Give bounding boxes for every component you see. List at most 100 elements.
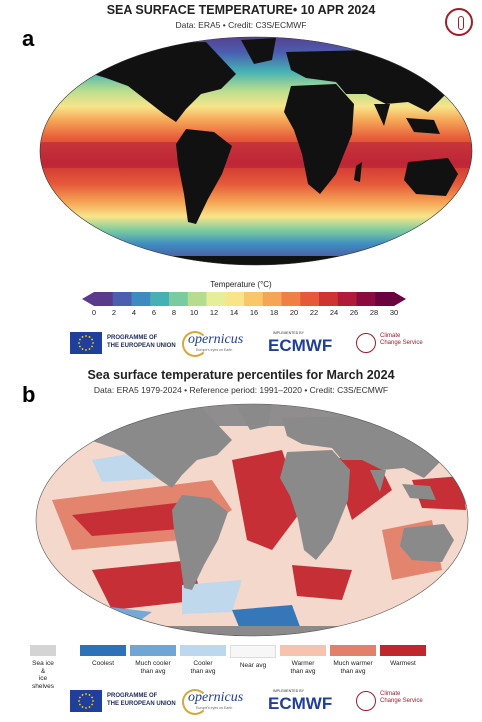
colorbar-tick-label: 0 [91, 308, 97, 317]
colorbar-swatch [375, 292, 395, 306]
colorbar-tick-label: 20 [289, 308, 299, 317]
eu-star [92, 700, 94, 702]
legend-swatch [80, 645, 126, 656]
legend-label: Much warmer than avg [333, 660, 373, 675]
legend-item: Coolest [80, 645, 126, 668]
sst-world-map [39, 36, 473, 266]
legend-label: Cooler than avg [190, 660, 216, 675]
colorbar-swatch [225, 292, 245, 306]
eu-star [85, 707, 87, 709]
panel-b-percentile-map: b Sea surface temperature percentiles fo… [0, 362, 482, 722]
eu-star [91, 338, 93, 341]
map-title-a: SEA SURFACE TEMPERATURE• 10 APR 2024 [106, 3, 376, 17]
percentile-legend: Sea ice & ice shelves Coolest Much cooler … [30, 645, 450, 690]
ecmwf-logo: ECMWF [268, 336, 333, 355]
legend-label: Much cooler than avg [135, 660, 171, 675]
legend-swatch [380, 645, 426, 656]
colorbar-tick-label: 4 [131, 308, 137, 317]
colorbar-tick-label: 24 [329, 308, 339, 317]
map-subtitle-a: Data: ERA5 • Credit: C3S/ECMWF [175, 20, 307, 30]
colorbar-tick-label: 2 [111, 308, 117, 317]
land-masses-b [36, 404, 468, 636]
colorbar-swatch [187, 292, 207, 306]
legend-item: Much cooler than avg [130, 645, 176, 675]
colorbar-swatch [300, 292, 320, 306]
panel-a-sst-map: a SEA SURFACE TEMPERATURE• 10 APR 2024 D… [22, 3, 473, 358]
colorbar-swatch [94, 292, 114, 306]
programme-text: PROGRAMME OF THE EUROPEAN UNION [107, 335, 176, 349]
temperature-colorbar [82, 292, 406, 306]
panel-letter-b: b [22, 382, 36, 407]
eu-star [79, 345, 81, 348]
colorbar-tick-label: 12 [209, 308, 219, 317]
colorbar-tick-label: 16 [249, 308, 259, 317]
eu-star [92, 342, 94, 344]
climate-service-text: Climate Change Service [380, 691, 423, 704]
eu-star [85, 693, 87, 695]
colorbar-tick-label: 26 [349, 308, 359, 317]
climate-change-service-icon [445, 8, 473, 36]
logo-strip-a: PROGRAMME OF THE EUROPEAN UNION opernicu… [70, 330, 430, 358]
legend-item: Cooler than avg [180, 645, 226, 675]
colorbar-tick-label: 6 [151, 308, 157, 317]
colorbar-swatch [337, 292, 357, 306]
colorbar-extend-high [394, 292, 406, 306]
legend-swatch [30, 645, 56, 656]
colorbar-tick-label: 30 [389, 308, 399, 317]
climate-service-icon [356, 333, 376, 353]
eu-star [79, 696, 81, 699]
eu-star [91, 696, 93, 699]
legend-item: Warmer than avg [280, 645, 326, 675]
colorbar-swatch [112, 292, 132, 306]
legend-label: Coolest [91, 660, 115, 667]
eu-star [88, 336, 91, 338]
colorbar-swatch [244, 292, 264, 306]
map-subtitle-b: Data: ERA5 1979-2024 • Reference period:… [93, 385, 389, 395]
legend-item: Sea ice & ice shelves [30, 645, 56, 690]
climate-service-text: Climate Change Service [380, 333, 423, 346]
programme-text: PROGRAMME OF THE EUROPEAN UNION [107, 693, 176, 707]
eu-star [78, 700, 80, 702]
eu-star [81, 694, 84, 696]
legend-label: Sea ice & ice shelves [31, 660, 55, 690]
colorbar-tick-label: 28 [369, 308, 379, 317]
eu-star [85, 349, 87, 351]
colorbar-swatch [262, 292, 282, 306]
implemented-by-text: IMPLEMENTED BY [273, 689, 304, 693]
legend-swatch [180, 645, 226, 656]
map-title-b: Sea surface temperature percentiles for … [87, 368, 395, 382]
legend-label: Warmer than avg [290, 660, 316, 675]
copernicus-text: opernicus [188, 332, 244, 347]
colorbar-tick-label: 14 [229, 308, 239, 317]
copernicus-tagline: Europe's eyes on Earth [196, 706, 233, 710]
eu-star [91, 703, 93, 706]
eu-star [79, 338, 81, 341]
legend-label: Warmest [390, 660, 416, 667]
eu-star [88, 694, 91, 696]
eu-star [81, 348, 84, 350]
legend-swatch [280, 645, 326, 656]
colorbar-tick-label: 22 [309, 308, 319, 317]
sst-percentile-map [35, 403, 469, 637]
eu-star [88, 348, 91, 350]
colorbar-swatch [169, 292, 189, 306]
colorbar-swatch [356, 292, 376, 306]
colorbar-extend-low [82, 292, 94, 306]
eu-star [85, 335, 87, 337]
eu-flag-icon [70, 690, 102, 712]
eu-star [78, 342, 80, 344]
climate-service-icon [356, 691, 376, 711]
eu-star [81, 706, 84, 708]
copernicus-logo-icon [182, 689, 208, 715]
eu-star [91, 345, 93, 348]
copernicus-text: opernicus [188, 690, 244, 705]
legend-label: Near avg [239, 662, 267, 669]
legend-item: Much warmer than avg [330, 645, 376, 675]
panel-letter-a: a [22, 26, 35, 51]
eu-flag-icon [70, 332, 102, 354]
implemented-by-text: IMPLEMENTED BY [273, 331, 304, 335]
legend-swatch [230, 645, 276, 658]
legend-swatch [330, 645, 376, 656]
logo-strip-b: PROGRAMME OF THE EUROPEAN UNION opernicu… [70, 688, 430, 716]
colorbar-swatch [131, 292, 151, 306]
